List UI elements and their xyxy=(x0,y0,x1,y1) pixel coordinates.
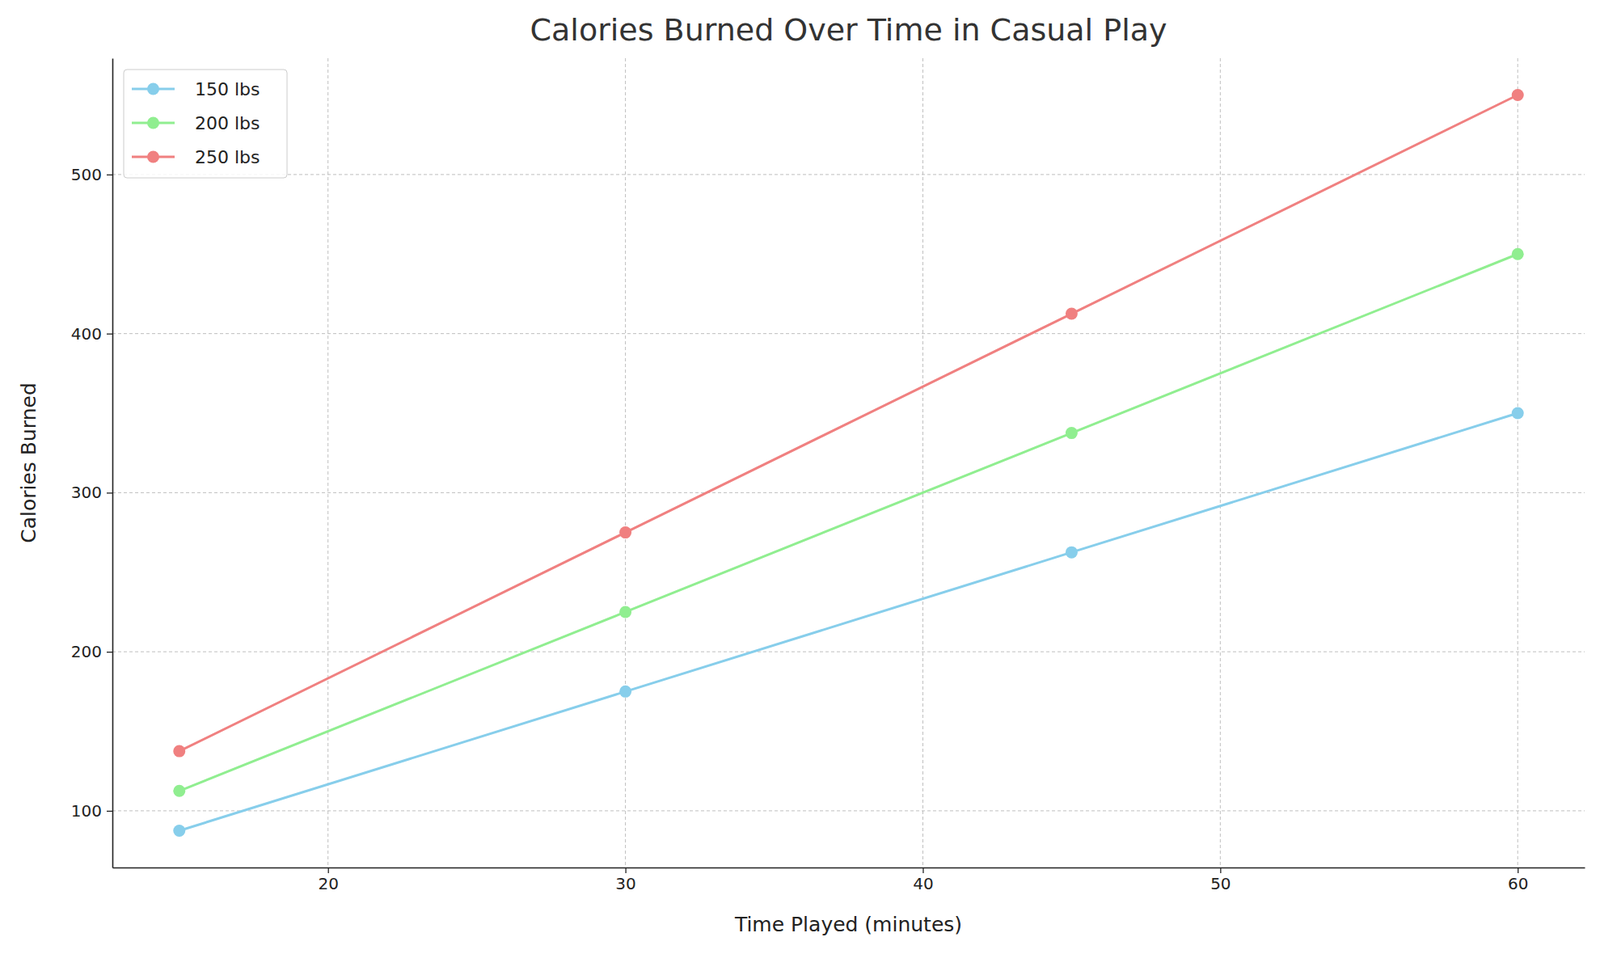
legend-entry: 200 lbs xyxy=(131,113,261,134)
title: Calories Burned Over Time in Casual Play xyxy=(530,12,1168,48)
grid-line-x xyxy=(624,58,626,868)
series-marker xyxy=(619,605,632,618)
series-group xyxy=(173,88,1524,837)
x-axis-tick: 40 xyxy=(912,867,933,894)
x-axis-tick: 20 xyxy=(317,867,338,894)
series xyxy=(173,407,1524,837)
x-axis-tick-label: 30 xyxy=(615,873,636,894)
grid xyxy=(112,58,1585,868)
y-axis-line xyxy=(112,59,114,869)
series-marker xyxy=(1065,426,1078,440)
y-axis-tick: 300 xyxy=(71,482,113,503)
y-axis-title: Calories Burned xyxy=(16,382,41,544)
series-marker xyxy=(619,685,632,698)
legend-box xyxy=(123,69,288,178)
chart: 20 30 40 50 60 100 200 300 400 500 150 lbs 200 lbs 2… xyxy=(0,0,1600,954)
x-axis-tick-mark xyxy=(1220,867,1221,874)
grid-line-x xyxy=(922,58,924,868)
series-marker xyxy=(173,745,186,758)
series xyxy=(173,248,1524,798)
legend-marker xyxy=(147,151,160,164)
series-line xyxy=(179,413,1518,831)
x-axis-tick-mark xyxy=(922,867,924,874)
y-axis-tick-mark xyxy=(106,333,113,334)
y-axis-tick-mark xyxy=(106,174,113,176)
legend-marker xyxy=(147,117,160,130)
grid-line-y xyxy=(112,810,1585,811)
y-axis-tick-label: 200 xyxy=(71,641,102,662)
x-axis-title: Time Played (minutes) xyxy=(734,912,963,937)
y-axis-tick-mark xyxy=(106,810,113,812)
legend-label: 150 lbs xyxy=(194,79,261,100)
x-axis-line xyxy=(113,867,1586,870)
grid-line-y xyxy=(112,492,1585,494)
x-axis-tick-mark xyxy=(328,867,330,874)
legend-entry: 250 lbs xyxy=(131,147,261,168)
y-axis-tick: 400 xyxy=(71,324,113,344)
legend-label: 250 lbs xyxy=(194,147,261,168)
series-line xyxy=(179,253,1518,791)
x-axis-tick-mark xyxy=(1517,867,1519,874)
series-marker xyxy=(1511,407,1525,420)
x-axis-tick: 50 xyxy=(1210,867,1231,894)
y-axis-tick-mark xyxy=(106,492,113,494)
series-marker xyxy=(173,824,186,837)
series-line xyxy=(179,95,1518,752)
series-marker xyxy=(1065,308,1078,321)
grid-line-x xyxy=(1517,58,1519,868)
x-axis: 20 30 40 50 60 xyxy=(113,867,1586,894)
grid-line-x xyxy=(327,58,329,868)
grid-line-x xyxy=(1220,58,1221,868)
x-axis-tick-label: 50 xyxy=(1210,873,1231,894)
plot: 20 30 40 50 60 100 200 300 400 500 150 lbs 200 lbs 2… xyxy=(71,58,1586,894)
x-axis-tick-label: 40 xyxy=(912,873,933,894)
legend-label: 200 lbs xyxy=(194,113,261,134)
y-axis-tick-label: 100 xyxy=(71,801,102,821)
legend: 150 lbs 200 lbs 250 lbs xyxy=(123,69,288,178)
series xyxy=(173,88,1524,758)
series-marker xyxy=(1511,248,1525,261)
y-axis-tick-label: 400 xyxy=(71,324,102,344)
grid-line-y xyxy=(112,333,1585,334)
series-marker xyxy=(173,785,186,798)
y-axis-tick: 200 xyxy=(71,641,113,662)
y-axis-tick: 100 xyxy=(71,801,113,821)
grid-line-y xyxy=(112,651,1585,653)
series-marker xyxy=(619,526,632,539)
x-axis-tick-mark xyxy=(624,867,626,874)
y-axis-tick-mark xyxy=(106,651,113,653)
y-axis-tick-label: 500 xyxy=(71,164,102,185)
series-marker xyxy=(1511,88,1525,102)
x-axis-tick: 30 xyxy=(615,867,636,894)
legend-entry: 150 lbs xyxy=(131,79,261,100)
y-axis-tick-label: 300 xyxy=(71,482,102,503)
series-marker xyxy=(1065,546,1078,559)
x-axis-tick-label: 20 xyxy=(317,873,338,894)
grid-line-y xyxy=(112,173,1585,175)
legend-marker xyxy=(147,83,160,96)
x-axis-tick-label: 60 xyxy=(1507,873,1529,894)
x-axis-tick: 60 xyxy=(1507,867,1529,894)
y-axis: 100 200 300 400 500 xyxy=(71,59,114,869)
y-axis-tick: 500 xyxy=(71,164,113,185)
